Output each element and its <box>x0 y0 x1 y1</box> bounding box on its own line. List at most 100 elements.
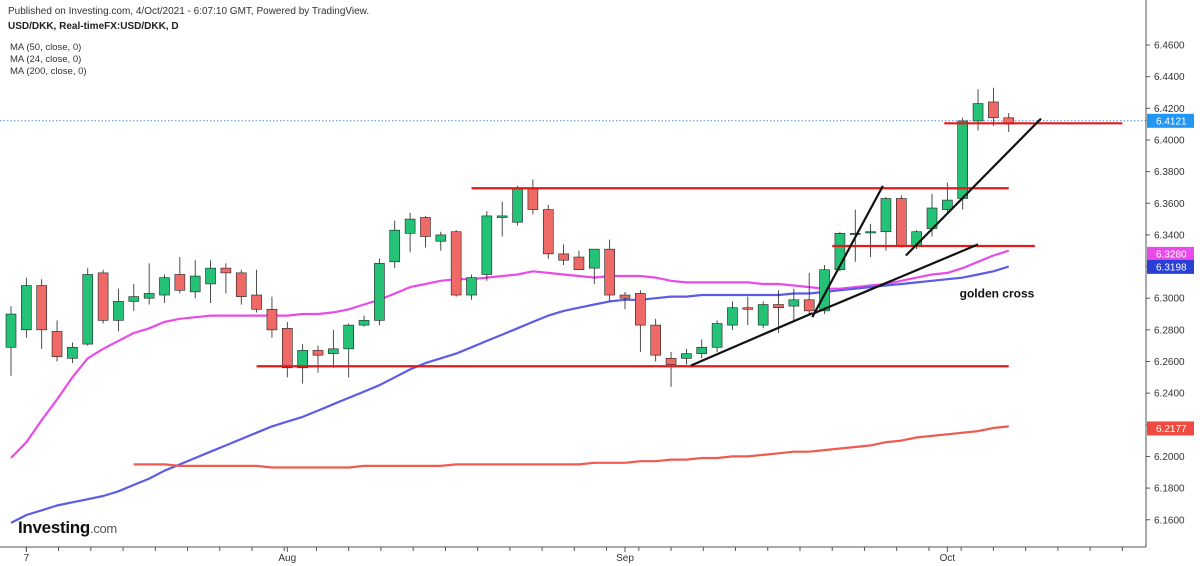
price-badge-label: 6.4121 <box>1156 116 1187 127</box>
candle-body <box>496 215 508 218</box>
price-badge <box>1147 421 1194 436</box>
candle <box>343 323 355 378</box>
price-labels: 6.4121 6.3280 6.3198 6.2177 <box>1147 113 1194 436</box>
y-tick-label: 6.4400 <box>1154 72 1185 83</box>
candle-body <box>558 253 569 261</box>
trend-line <box>811 243 979 316</box>
y-tick-label: 6.4000 <box>1154 135 1185 146</box>
candle <box>159 274 170 303</box>
candle-body <box>36 285 48 331</box>
candle-body <box>481 215 493 275</box>
candle <box>512 185 523 226</box>
candle <box>435 231 447 251</box>
candle-body <box>696 346 708 354</box>
price-badge-label: 6.2177 <box>1156 424 1187 435</box>
candle-body <box>189 275 201 293</box>
candle-body <box>957 120 969 199</box>
indicator-legend: MA (50, close, 0) MA (24, close, 0) MA (… <box>10 42 87 78</box>
candle <box>358 315 370 327</box>
candle <box>757 301 769 329</box>
logo-suffix: .com <box>89 521 117 536</box>
candle <box>773 290 784 334</box>
candle-body <box>849 233 861 235</box>
candle <box>51 320 63 362</box>
candle-body <box>865 231 876 234</box>
x-tick-label: Aug <box>278 553 296 564</box>
trend-line <box>690 312 813 367</box>
ma-line <box>10 249 1010 459</box>
candle-body <box>358 320 370 326</box>
candle <box>389 220 401 269</box>
candle <box>696 339 708 359</box>
candle-body <box>972 103 984 122</box>
candle <box>328 329 339 368</box>
candle <box>573 250 585 271</box>
price-badge <box>1147 259 1194 274</box>
price-badge <box>1147 246 1194 261</box>
candle-body <box>450 231 462 296</box>
candle-body <box>67 346 78 359</box>
x-tick-label: Oct <box>940 553 956 564</box>
candle-body <box>82 274 94 345</box>
candle-body <box>97 272 109 321</box>
candle-body <box>834 233 846 271</box>
candle <box>174 257 186 294</box>
candle <box>681 348 692 365</box>
candle-body <box>312 350 324 356</box>
moving-averages <box>10 249 1010 524</box>
y-tick-label: 6.3800 <box>1154 167 1185 178</box>
y-tick-label: 6.2400 <box>1154 389 1185 400</box>
candle-body <box>128 296 140 302</box>
candle <box>604 239 615 302</box>
price-badge-label: 6.3280 <box>1156 249 1187 260</box>
y-tick-label: 6.2600 <box>1154 357 1185 368</box>
candle <box>312 345 324 373</box>
candlesticks <box>5 87 1015 387</box>
legend-ma200[interactable]: MA (200, close, 0) <box>10 66 87 77</box>
candle <box>711 320 723 353</box>
candle-body <box>281 327 293 369</box>
candle-body <box>266 308 278 331</box>
y-tick-label: 6.4600 <box>1154 41 1185 52</box>
candle <box>266 296 278 338</box>
candle <box>988 87 999 126</box>
candle-body <box>297 350 308 369</box>
candle <box>619 291 631 310</box>
candle-body <box>773 304 784 308</box>
candle-body <box>113 301 124 321</box>
candle-body <box>5 313 17 348</box>
candle <box>635 290 646 353</box>
price-badge <box>1147 113 1194 128</box>
y-tick-label: 6.2000 <box>1154 452 1185 463</box>
candle-body <box>251 294 262 310</box>
candle <box>819 264 830 315</box>
symbol-title: USD/DKK, Real-timeFX:USD/DKK, D <box>8 21 179 32</box>
candle <box>251 269 262 313</box>
y-tick-label: 6.4200 <box>1154 104 1185 115</box>
candle-body <box>604 248 615 296</box>
candle <box>880 196 892 251</box>
candle-body <box>435 234 447 242</box>
legend-ma24[interactable]: MA (24, close, 0) <box>10 54 82 65</box>
legend-ma50[interactable]: MA (50, close, 0) <box>10 42 82 53</box>
candle-body <box>343 324 355 350</box>
candle <box>527 179 539 215</box>
candle <box>481 211 493 281</box>
candle-body <box>174 274 186 291</box>
candle-body <box>819 269 830 312</box>
candle-body <box>742 307 754 310</box>
candle-body <box>542 209 554 255</box>
candle-body <box>988 101 999 119</box>
candle <box>466 274 477 300</box>
candle <box>67 342 78 364</box>
candle <box>97 269 109 324</box>
drawn-levels: golden cross <box>256 117 1123 368</box>
candle-body <box>404 218 416 234</box>
candle <box>82 268 94 346</box>
candle-body <box>374 263 385 321</box>
candle-body <box>21 285 32 331</box>
x-tick-label: Sep <box>616 553 634 564</box>
candle-body <box>757 304 769 326</box>
